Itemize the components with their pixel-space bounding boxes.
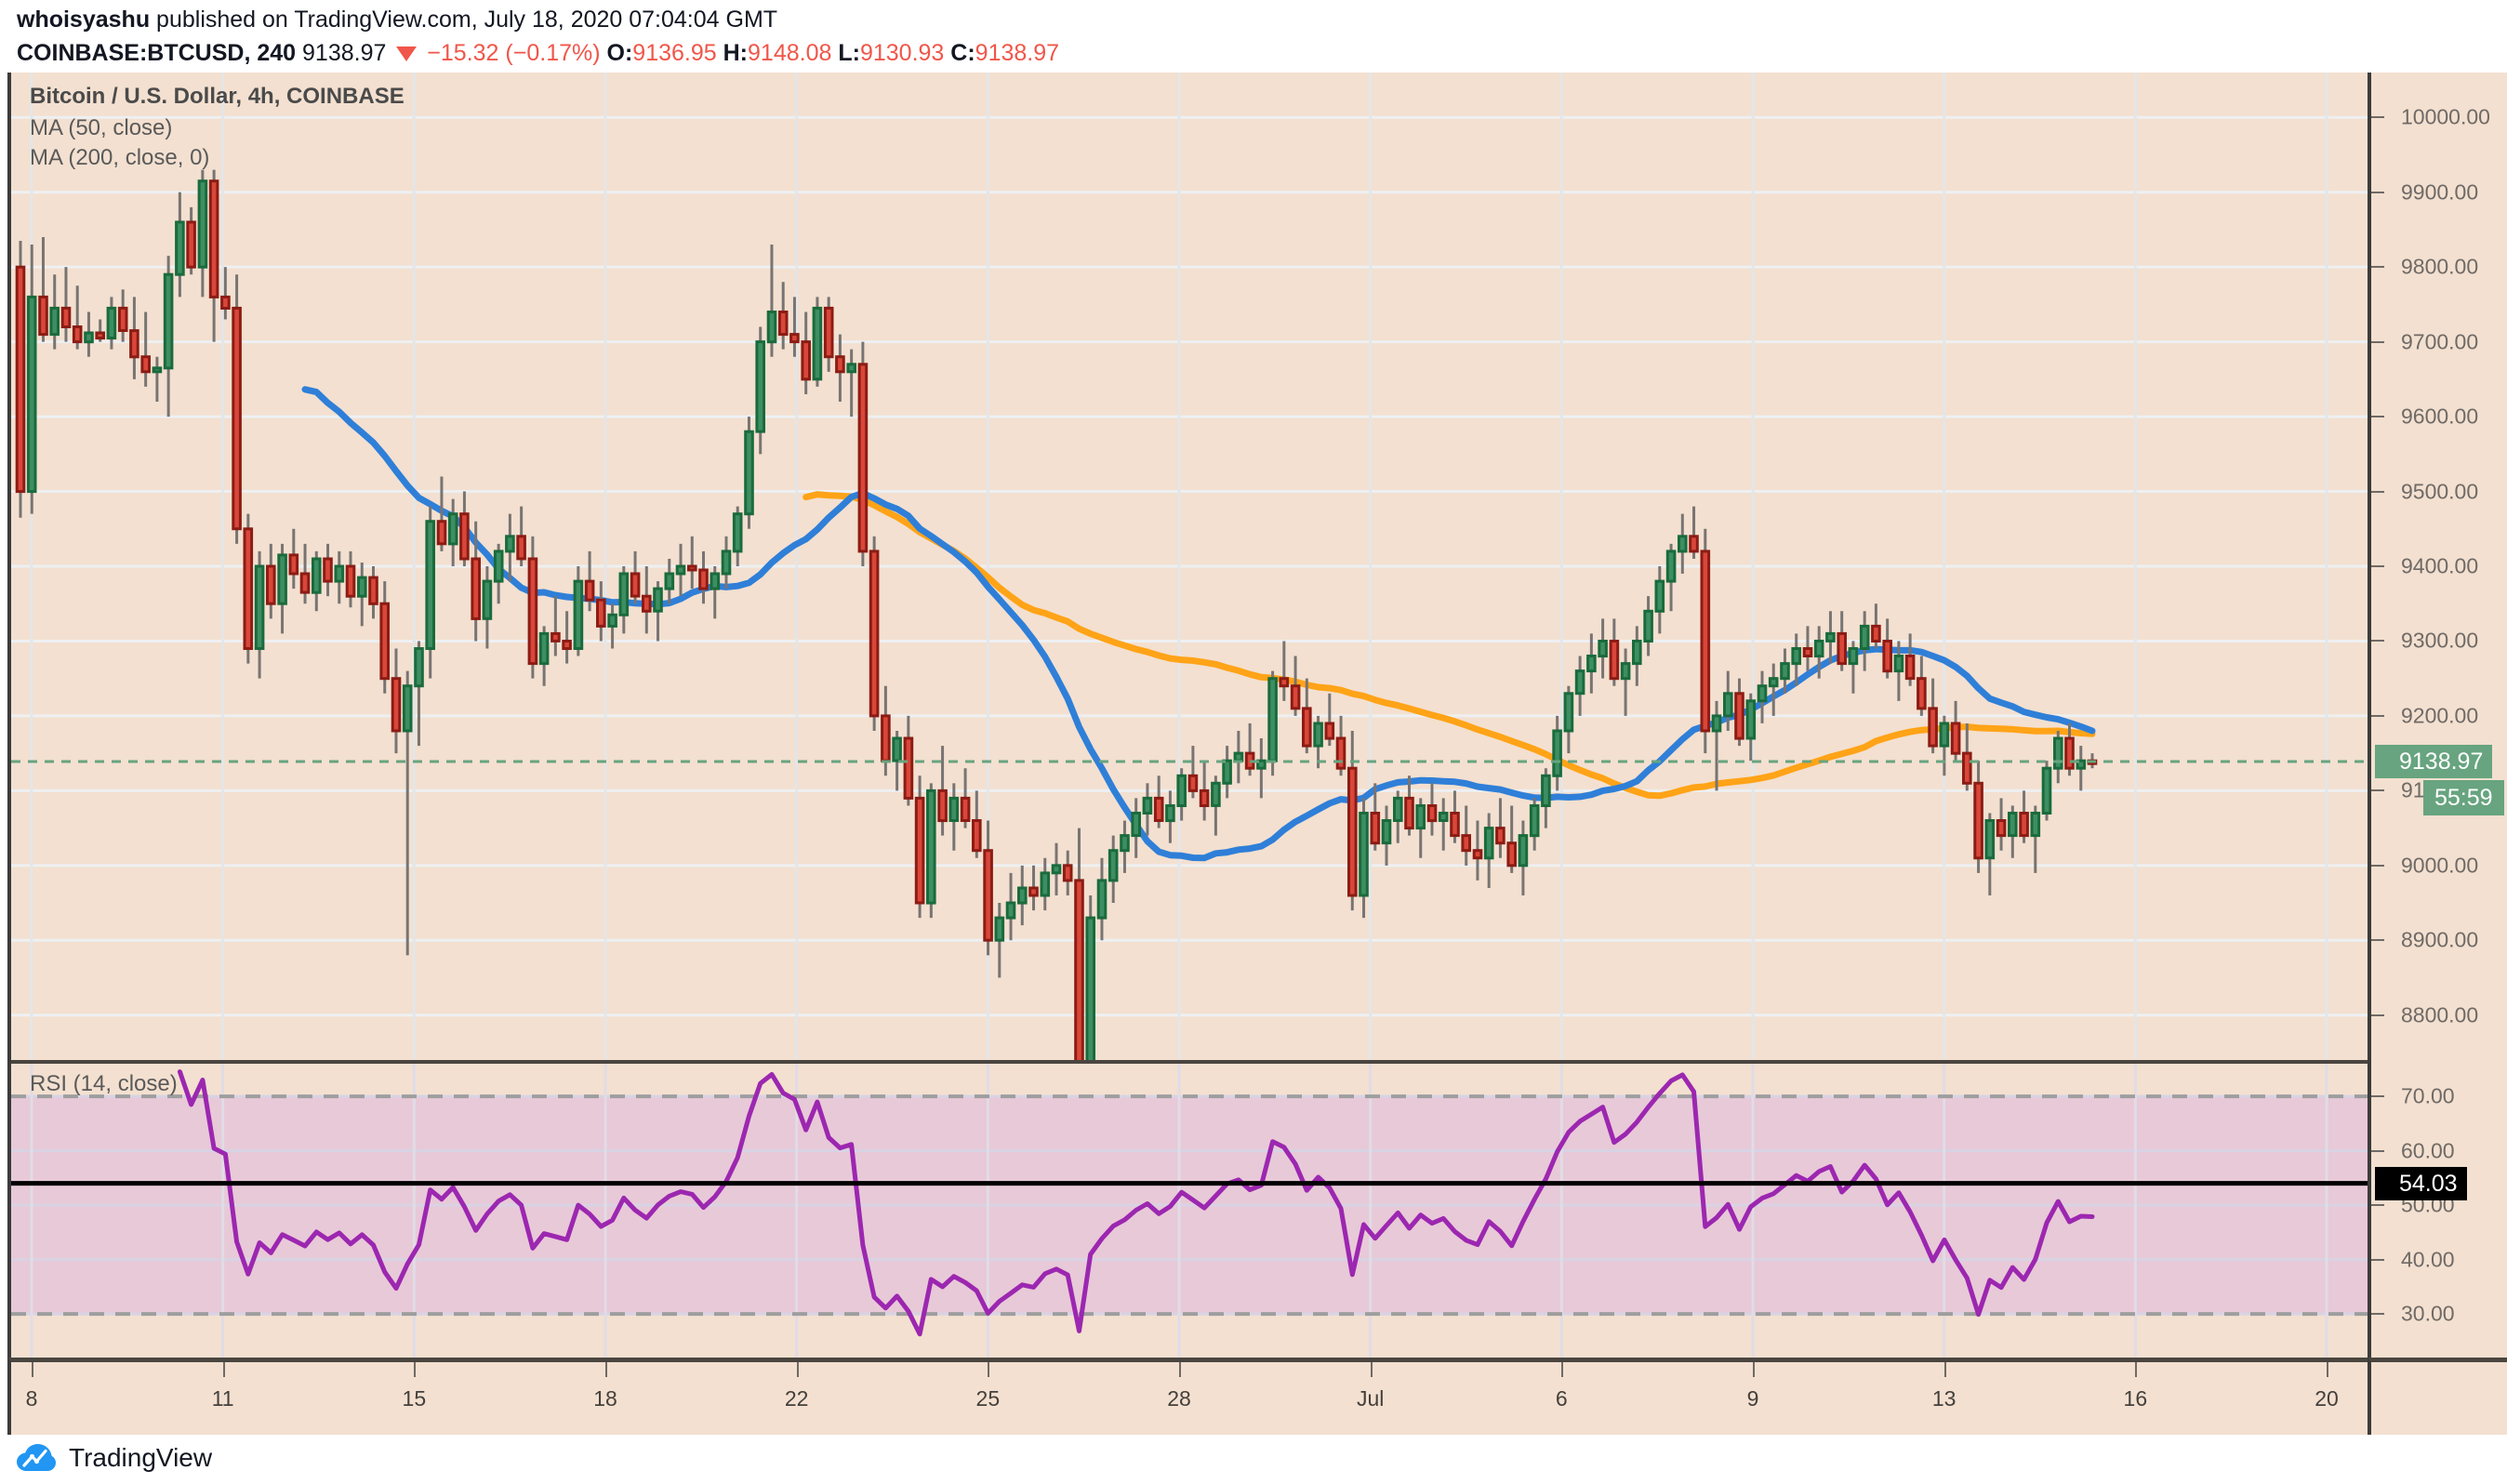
rsi-tick <box>2371 1095 2384 1098</box>
change-absolute: −15.32 <box>427 40 499 66</box>
time-tick <box>1561 1362 1564 1377</box>
rsi-tick-label: 30.00 <box>2401 1301 2455 1326</box>
rsi-tick <box>2371 1204 2384 1207</box>
symbol-quote-line: COINBASE:BTCUSD, 240 9138.97 −15.32 (−0.… <box>17 39 1059 67</box>
time-tick-label: 18 <box>593 1386 617 1411</box>
time-tick-label: 11 <box>211 1386 234 1411</box>
time-scale[interactable]: 8 11 15 18 22 25 28 Jul 6 9 13 16 20 <box>7 1358 2371 1435</box>
time-tick-label: 25 <box>975 1386 1001 1411</box>
time-tick <box>1943 1362 1946 1377</box>
price-tick <box>2371 565 2384 567</box>
time-tick <box>1370 1362 1373 1377</box>
low-label: L: <box>838 40 860 66</box>
rsi-tick <box>2371 1313 2384 1316</box>
time-tick-label: 15 <box>402 1386 427 1411</box>
close-label: C: <box>950 40 975 66</box>
low-value: 9130.93 <box>859 40 945 66</box>
time-tick <box>2327 1362 2328 1377</box>
price-tick-label: 9600.00 <box>2401 404 2479 429</box>
price-tick <box>2371 416 2384 418</box>
author-name: whoisyashu <box>17 7 151 33</box>
rsi-value-badge: 54.03 <box>2375 1166 2467 1200</box>
tradingview-brand: TradingView <box>69 1443 213 1472</box>
time-tick <box>988 1362 990 1377</box>
price-tick-label: 9400.00 <box>2401 553 2479 578</box>
price-tick-label: 9300.00 <box>2401 628 2479 653</box>
time-tick-label: 9 <box>1746 1386 1759 1411</box>
price-tick <box>2371 116 2384 119</box>
time-tick-label: 22 <box>784 1386 809 1411</box>
last-price: 9138.97 <box>302 40 387 66</box>
time-tick <box>32 1362 33 1377</box>
chart-frame: Bitcoin / U.S. Dollar, 4h, COINBASE MA (… <box>7 73 2507 1435</box>
time-tick-label: 16 <box>2123 1386 2148 1411</box>
price-tick-label: 8900.00 <box>2401 927 2479 952</box>
time-tick <box>222 1362 225 1377</box>
price-tick <box>2371 864 2384 867</box>
price-tick <box>2371 340 2384 343</box>
publish-credit-line: whoisyashu published on TradingView.com,… <box>17 6 777 33</box>
rsi-tick-label: 60.00 <box>2401 1138 2455 1163</box>
high-label: H: <box>723 40 749 66</box>
time-tick <box>1179 1362 1181 1377</box>
price-tick-label: 9800.00 <box>2401 254 2479 279</box>
price-tick-label: 9700.00 <box>2401 329 2479 354</box>
pane-divider <box>11 1060 2371 1064</box>
time-tick-label: 20 <box>2315 1386 2339 1411</box>
open-label: O: <box>606 40 633 66</box>
price-tick <box>2371 640 2384 643</box>
rsi-tick-label: 40.00 <box>2401 1247 2455 1272</box>
rsi-canvas <box>11 1064 2371 1358</box>
current-price-badge: 9138.97 <box>2375 745 2493 778</box>
time-tick <box>796 1362 799 1377</box>
time-tick <box>2135 1362 2138 1377</box>
time-tick-label: Jul <box>1356 1386 1385 1411</box>
triangle-down-icon <box>396 46 418 61</box>
price-tick <box>2371 714 2384 717</box>
price-tick-label: 10000.00 <box>2401 104 2490 129</box>
candlestick-canvas <box>11 73 2371 1060</box>
rsi-tick-label: 70.00 <box>2401 1083 2455 1108</box>
time-tick <box>605 1362 607 1377</box>
high-value: 9148.08 <box>748 40 832 66</box>
price-tick-label: 9200.00 <box>2401 703 2479 728</box>
price-tick <box>2371 266 2384 269</box>
time-tick-label: 8 <box>25 1386 38 1411</box>
publish-meta: published on TradingView.com, July 18, 2… <box>156 7 778 33</box>
time-tick <box>414 1362 417 1377</box>
price-tick-label: 9900.00 <box>2401 179 2479 205</box>
rsi-tick <box>2371 1258 2384 1261</box>
price-pane[interactable]: Bitcoin / U.S. Dollar, 4h, COINBASE MA (… <box>11 73 2371 1060</box>
price-tick-label: 9000.00 <box>2401 853 2479 878</box>
open-value: 9136.95 <box>632 40 717 66</box>
change-percent: (−0.17%) <box>505 40 601 66</box>
time-tick-label: 6 <box>1555 1386 1568 1411</box>
tradingview-cloud-logo-icon <box>17 1444 56 1471</box>
price-tick-label: 8800.00 <box>2401 1002 2479 1027</box>
symbol-ticker: COINBASE:BTCUSD, 240 <box>17 40 297 66</box>
time-tick-label: 28 <box>1167 1386 1191 1411</box>
price-tick <box>2371 490 2384 493</box>
rsi-tick <box>2371 1149 2384 1152</box>
countdown-badge: 55:59 <box>2423 780 2504 815</box>
price-scale[interactable]: 10000.00 9900.00 9800.00 9700.00 9600.00 9500… <box>2368 73 2507 1358</box>
price-tick-label: 9500.00 <box>2401 479 2479 504</box>
time-tick-label: 13 <box>1931 1386 1957 1411</box>
price-tick <box>2371 191 2384 193</box>
scale-corner <box>2368 1358 2507 1435</box>
price-tick <box>2371 1014 2384 1016</box>
time-tick <box>1753 1362 1755 1377</box>
price-tick <box>2371 789 2384 792</box>
tradingview-footer: TradingView <box>17 1438 212 1478</box>
close-value: 9138.97 <box>975 40 1060 66</box>
price-tick <box>2371 939 2384 942</box>
rsi-pane[interactable]: RSI (14, close) <box>11 1064 2371 1358</box>
plot-area[interactable]: Bitcoin / U.S. Dollar, 4h, COINBASE MA (… <box>7 73 2371 1358</box>
